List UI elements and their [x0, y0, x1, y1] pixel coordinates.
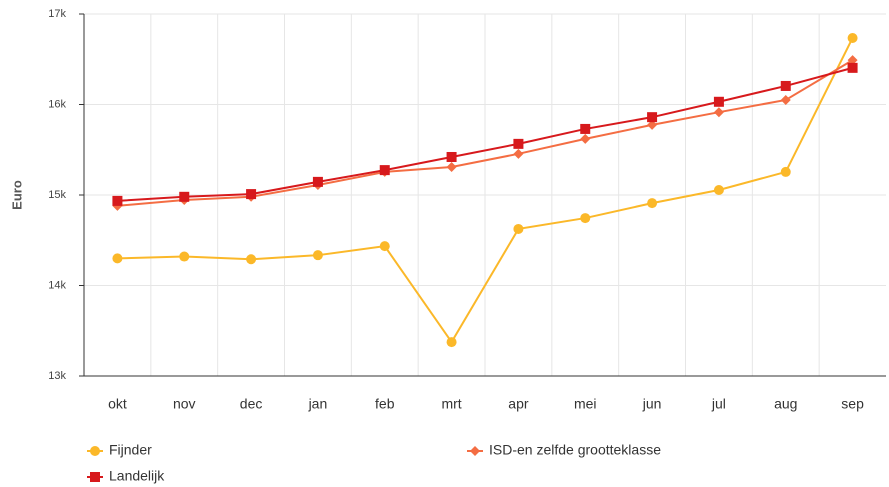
point	[312, 176, 323, 187]
point	[713, 185, 724, 196]
point	[446, 151, 457, 162]
y-tick-label: 13k	[48, 370, 66, 382]
x-tick-label: jul	[711, 396, 726, 412]
point	[713, 96, 724, 107]
point	[513, 223, 524, 234]
point	[513, 148, 524, 159]
y-tick-label: 15k	[48, 189, 66, 201]
y-tick-label: 14k	[48, 279, 66, 291]
point	[847, 32, 858, 43]
point	[847, 62, 858, 73]
x-tick-label: okt	[108, 396, 127, 412]
point	[246, 254, 257, 265]
x-tick-label: apr	[508, 396, 529, 412]
legend-label: Landelijk	[109, 468, 165, 484]
point	[379, 165, 390, 176]
x-tick-label: nov	[173, 396, 196, 412]
point	[312, 250, 323, 261]
point	[379, 241, 390, 252]
point	[112, 253, 123, 264]
y-tick-label: 16k	[48, 98, 66, 110]
point	[647, 112, 658, 123]
point	[179, 191, 190, 202]
point	[713, 107, 724, 118]
point	[847, 55, 858, 66]
point	[780, 94, 791, 105]
x-tick-label: dec	[240, 396, 263, 412]
point	[580, 123, 591, 134]
legend-marker	[470, 446, 480, 456]
y-tick-label: 17k	[48, 8, 66, 20]
point	[446, 161, 457, 172]
point	[780, 166, 791, 177]
legend-marker	[90, 446, 100, 456]
point	[112, 195, 123, 206]
point	[780, 80, 791, 91]
x-tick-label: mei	[574, 396, 597, 412]
legend-label: ISD-en zelfde grootteklasse	[489, 442, 661, 458]
y-axis-title: Euro	[9, 180, 24, 210]
point	[246, 189, 257, 200]
legend-marker	[90, 472, 100, 482]
point	[580, 133, 591, 144]
point	[647, 198, 658, 209]
point	[179, 251, 190, 262]
x-tick-label: sep	[841, 396, 864, 412]
point	[647, 119, 658, 130]
x-tick-label: mrt	[441, 396, 461, 412]
x-tick-label: jan	[308, 396, 328, 412]
series-line	[117, 59, 854, 207]
x-tick-label: feb	[375, 396, 395, 412]
x-tick-label: jun	[642, 396, 662, 412]
point	[580, 213, 591, 224]
legend-label: Fijnder	[109, 442, 152, 458]
point	[513, 138, 524, 149]
point	[446, 337, 457, 348]
series-line	[117, 66, 853, 202]
series-line	[117, 37, 854, 344]
x-tick-label: aug	[774, 396, 797, 412]
